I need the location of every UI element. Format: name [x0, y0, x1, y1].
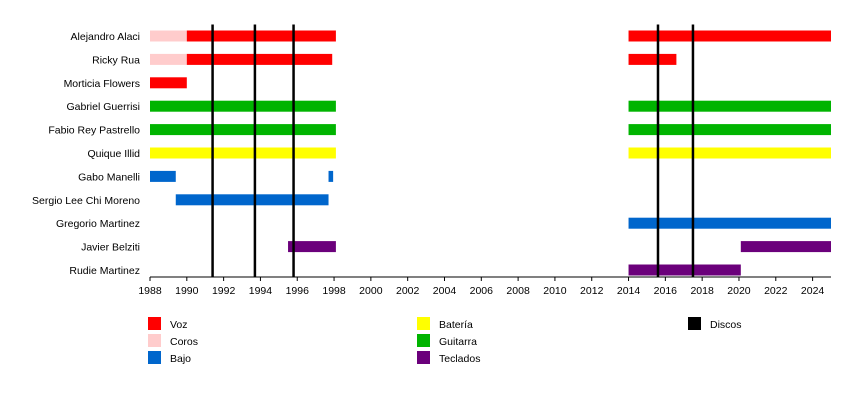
legend-swatch-bateria [417, 317, 430, 330]
bar-rudie-martinez-teclados-0 [628, 264, 741, 276]
x-tick-label-1990: 1990 [175, 285, 199, 297]
x-tick-label-2014: 2014 [617, 285, 641, 297]
member-label-quique-illid: Quique Illid [87, 148, 140, 160]
bar-ricky-rua-voz-2 [628, 53, 677, 65]
member-label-ricky-rua: Ricky Rua [92, 54, 140, 66]
legend-label-bajo: Bajo [170, 353, 191, 365]
x-tick-label-2022: 2022 [764, 285, 788, 297]
legend-label-bateria: Batería [439, 319, 473, 331]
x-tick-label-2024: 2024 [801, 285, 825, 297]
bar-gregorio-martinez-bajo-0 [628, 217, 831, 229]
x-tick-label-1998: 1998 [322, 285, 346, 297]
x-tick-label-2006: 2006 [470, 285, 494, 297]
member-label-morticia-flowers: Morticia Flowers [64, 78, 140, 90]
member-label-rudie-martinez: Rudie Martinez [69, 265, 140, 277]
bar-javier-belziti-teclados-1 [740, 241, 831, 253]
bar-ricky-rua-coros-0 [150, 53, 187, 65]
album-release-lines [211, 24, 695, 277]
bar-fabio-rey-pastrello-guitarra-0 [150, 124, 336, 136]
x-tick-label-1996: 1996 [286, 285, 310, 297]
x-tick-label-2016: 2016 [654, 285, 678, 297]
x-tick-label-2020: 2020 [727, 285, 751, 297]
bar-alejandro-alaci-voz-2 [628, 30, 831, 42]
x-axis: 1988 1990 1992 1994 1996 1998 2000 2002 2004 2006… [138, 276, 831, 297]
x-tick-label-2002: 2002 [396, 285, 420, 297]
legend-label-guitarra: Guitarra [439, 336, 477, 348]
bar-ricky-rua-voz-1 [186, 53, 333, 65]
legend-label-teclados: Teclados [439, 353, 480, 365]
member-label-gabo-manelli: Gabo Manelli [78, 171, 140, 183]
member-label-javier-belziti: Javier Belziti [81, 242, 140, 254]
bar-alejandro-alaci-voz-1 [186, 30, 336, 42]
member-bars [150, 30, 831, 276]
x-tick-label-2008: 2008 [506, 285, 530, 297]
bar-gabriel-guerrisi-guitarra-1 [628, 100, 831, 112]
legend-swatch-bajo [148, 351, 161, 364]
bar-gabriel-guerrisi-guitarra-0 [150, 100, 336, 112]
x-tick-label-2010: 2010 [543, 285, 567, 297]
legend-swatch-guitarra [417, 334, 430, 347]
x-tick-label-2000: 2000 [359, 285, 383, 297]
x-tick-label-2018: 2018 [690, 285, 714, 297]
member-label-alejandro-alaci: Alejandro Alaci [71, 31, 140, 43]
legend-swatch-voz [148, 317, 161, 330]
legend-label-voz: Voz [170, 319, 188, 331]
member-label-gabriel-guerrisi: Gabriel Guerrisi [66, 101, 140, 113]
legend-swatch-coros [148, 334, 161, 347]
member-label-fabio-rey-pastrello: Fabio Rey Pastrello [48, 125, 140, 137]
legend-label-coros: Coros [170, 336, 198, 348]
member-label-sergio-lee-chi-moreno: Sergio Lee Chi Moreno [32, 195, 140, 207]
legend: Voz Coros Bajo Batería Guitarra Teclados Disco… [148, 317, 742, 365]
legend-swatch-discos [688, 317, 701, 330]
bar-morticia-flowers-voz-0 [150, 77, 187, 89]
bar-quique-illid-bateria-1 [628, 147, 831, 159]
x-tick-label-1988: 1988 [138, 285, 162, 297]
member-label-gregorio-martinez: Gregorio Martinez [56, 218, 140, 230]
x-tick-label-1994: 1994 [249, 285, 273, 297]
member-labels: Alejandro Alaci Ricky Rua Morticia Flowers… [32, 31, 140, 277]
legend-swatch-teclados [417, 351, 430, 364]
bar-javier-belziti-teclados-0 [288, 241, 336, 253]
x-tick-label-2004: 2004 [433, 285, 457, 297]
bar-gabo-manelli-bajo-1 [328, 170, 334, 182]
legend-label-discos: Discos [710, 319, 742, 331]
bar-sergio-lee-chi-moreno-bajo-0 [175, 194, 329, 206]
bar-gabo-manelli-bajo-0 [150, 170, 176, 182]
x-tick-label-2012: 2012 [580, 285, 604, 297]
bar-quique-illid-bateria-0 [150, 147, 336, 159]
bar-alejandro-alaci-coros-0 [150, 30, 187, 42]
bar-fabio-rey-pastrello-guitarra-1 [628, 124, 831, 136]
x-tick-label-1992: 1992 [212, 285, 236, 297]
